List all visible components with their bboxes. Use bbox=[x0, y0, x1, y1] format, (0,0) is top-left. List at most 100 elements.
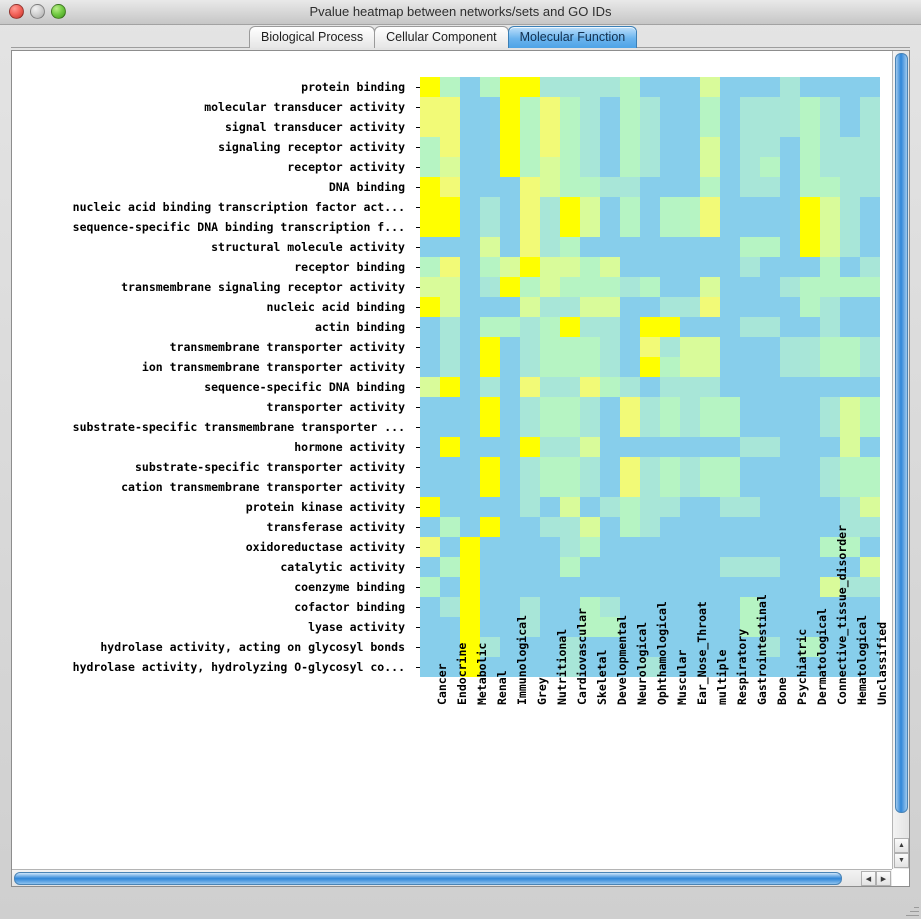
heatmap-cell[interactable] bbox=[800, 417, 820, 437]
heatmap-cell[interactable] bbox=[540, 577, 560, 597]
heatmap-cell[interactable] bbox=[560, 617, 580, 637]
heatmap-cell[interactable] bbox=[740, 237, 760, 257]
heatmap-cell[interactable] bbox=[460, 277, 480, 297]
heatmap-cell[interactable] bbox=[800, 77, 820, 97]
heatmap-cell[interactable] bbox=[680, 377, 700, 397]
heatmap-cell[interactable] bbox=[620, 117, 640, 137]
heatmap-cell[interactable] bbox=[860, 617, 880, 637]
tab-molecular-function[interactable]: Molecular Function bbox=[507, 26, 638, 48]
heatmap-cell[interactable] bbox=[720, 317, 740, 337]
heatmap-cell[interactable] bbox=[420, 457, 440, 477]
heatmap-cell[interactable] bbox=[440, 397, 460, 417]
heatmap-cell[interactable] bbox=[720, 657, 740, 677]
heatmap-cell[interactable] bbox=[680, 297, 700, 317]
heatmap-cell[interactable] bbox=[700, 497, 720, 517]
heatmap-cell[interactable] bbox=[720, 197, 740, 217]
heatmap-cell[interactable] bbox=[820, 657, 840, 677]
heatmap-cell[interactable] bbox=[600, 497, 620, 517]
heatmap-cell[interactable] bbox=[560, 117, 580, 137]
heatmap-cell[interactable] bbox=[680, 637, 700, 657]
heatmap-cell[interactable] bbox=[460, 377, 480, 397]
heatmap-cell[interactable] bbox=[460, 617, 480, 637]
heatmap-cell[interactable] bbox=[520, 97, 540, 117]
heatmap-cell[interactable] bbox=[460, 597, 480, 617]
heatmap-cell[interactable] bbox=[600, 217, 620, 237]
heatmap-cell[interactable] bbox=[780, 97, 800, 117]
heatmap-cell[interactable] bbox=[440, 497, 460, 517]
heatmap-cell[interactable] bbox=[600, 377, 620, 397]
heatmap-cell[interactable] bbox=[500, 157, 520, 177]
heatmap-cell[interactable] bbox=[740, 397, 760, 417]
heatmap-cell[interactable] bbox=[440, 97, 460, 117]
heatmap-cell[interactable] bbox=[580, 557, 600, 577]
heatmap-cell[interactable] bbox=[700, 277, 720, 297]
heatmap-cell[interactable] bbox=[580, 577, 600, 597]
heatmap-cell[interactable] bbox=[840, 117, 860, 137]
heatmap-cell[interactable] bbox=[600, 457, 620, 477]
heatmap-cell[interactable] bbox=[540, 517, 560, 537]
heatmap-cell[interactable] bbox=[620, 257, 640, 277]
window-resize-grip[interactable] bbox=[905, 903, 919, 917]
heatmap-cell[interactable] bbox=[560, 637, 580, 657]
heatmap-cell[interactable] bbox=[600, 617, 620, 637]
heatmap-cell[interactable] bbox=[560, 77, 580, 97]
heatmap-cell[interactable] bbox=[580, 277, 600, 297]
heatmap-cell[interactable] bbox=[520, 157, 540, 177]
heatmap-cell[interactable] bbox=[760, 337, 780, 357]
heatmap-cell[interactable] bbox=[560, 477, 580, 497]
heatmap-cell[interactable] bbox=[500, 557, 520, 577]
heatmap-cell[interactable] bbox=[700, 377, 720, 397]
heatmap-cell[interactable] bbox=[820, 197, 840, 217]
heatmap-cell[interactable] bbox=[480, 317, 500, 337]
heatmap-cell[interactable] bbox=[860, 177, 880, 197]
heatmap-cell[interactable] bbox=[700, 617, 720, 637]
heatmap-cell[interactable] bbox=[800, 377, 820, 397]
heatmap-cell[interactable] bbox=[840, 177, 860, 197]
heatmap-cell[interactable] bbox=[640, 377, 660, 397]
heatmap-cell[interactable] bbox=[500, 537, 520, 557]
heatmap-cell[interactable] bbox=[440, 77, 460, 97]
heatmap-cell[interactable] bbox=[740, 277, 760, 297]
heatmap-cell[interactable] bbox=[640, 617, 660, 637]
heatmap-cell[interactable] bbox=[420, 97, 440, 117]
heatmap-cell[interactable] bbox=[860, 417, 880, 437]
heatmap-cell[interactable] bbox=[680, 117, 700, 137]
heatmap-cell[interactable] bbox=[680, 577, 700, 597]
heatmap-cell[interactable] bbox=[840, 517, 860, 537]
heatmap-cell[interactable] bbox=[660, 657, 680, 677]
heatmap-cell[interactable] bbox=[840, 337, 860, 357]
heatmap-cell[interactable] bbox=[800, 497, 820, 517]
heatmap-cell[interactable] bbox=[620, 177, 640, 197]
heatmap-cell[interactable] bbox=[580, 77, 600, 97]
heatmap-cell[interactable] bbox=[700, 237, 720, 257]
heatmap-cell[interactable] bbox=[440, 157, 460, 177]
heatmap-cell[interactable] bbox=[480, 137, 500, 157]
heatmap-cell[interactable] bbox=[620, 277, 640, 297]
heatmap-cell[interactable] bbox=[420, 217, 440, 237]
heatmap-cell[interactable] bbox=[660, 437, 680, 457]
heatmap-cell[interactable] bbox=[640, 337, 660, 357]
heatmap-cell[interactable] bbox=[680, 517, 700, 537]
heatmap-cell[interactable] bbox=[740, 617, 760, 637]
heatmap-cell[interactable] bbox=[540, 237, 560, 257]
heatmap-cell[interactable] bbox=[740, 97, 760, 117]
heatmap-cell[interactable] bbox=[680, 417, 700, 437]
heatmap-cell[interactable] bbox=[740, 537, 760, 557]
scroll-left-icon[interactable]: ◀ bbox=[861, 871, 876, 886]
heatmap-cell[interactable] bbox=[760, 577, 780, 597]
heatmap-cell[interactable] bbox=[700, 257, 720, 277]
heatmap-cell[interactable] bbox=[460, 497, 480, 517]
heatmap-cell[interactable] bbox=[500, 377, 520, 397]
heatmap-cell[interactable] bbox=[820, 217, 840, 237]
heatmap-cell[interactable] bbox=[800, 437, 820, 457]
heatmap-cell[interactable] bbox=[820, 397, 840, 417]
heatmap-cell[interactable] bbox=[580, 137, 600, 157]
heatmap-cell[interactable] bbox=[560, 137, 580, 157]
heatmap-cell[interactable] bbox=[640, 157, 660, 177]
heatmap-cell[interactable] bbox=[520, 137, 540, 157]
scroll-right-icon[interactable]: ▶ bbox=[876, 871, 891, 886]
heatmap-cell[interactable] bbox=[700, 437, 720, 457]
minimize-button[interactable] bbox=[30, 4, 45, 19]
heatmap-cell[interactable] bbox=[820, 377, 840, 397]
heatmap-cell[interactable] bbox=[540, 537, 560, 557]
